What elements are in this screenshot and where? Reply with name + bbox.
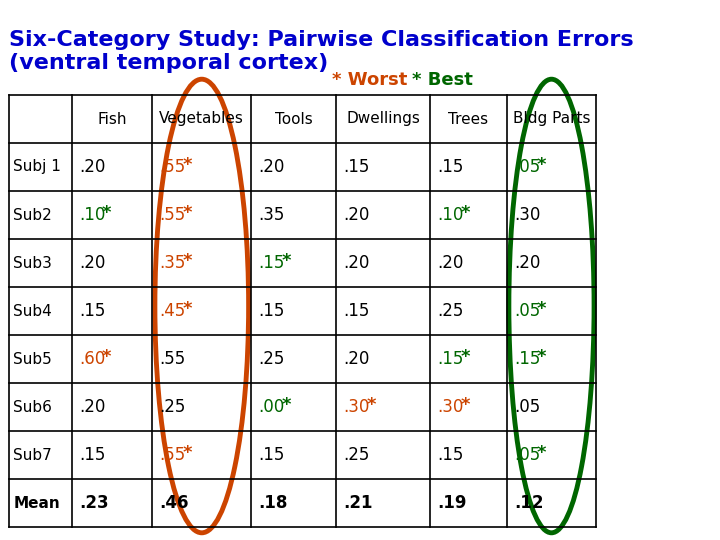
Text: *: * (182, 444, 192, 462)
Text: Bldg Parts: Bldg Parts (513, 111, 590, 126)
Text: *: * (182, 156, 192, 174)
Text: *: * (182, 204, 192, 222)
Text: Subj 1: Subj 1 (14, 159, 61, 174)
Text: Vegetables: Vegetables (159, 111, 244, 126)
Text: *: * (281, 252, 291, 270)
Text: .19: .19 (438, 494, 467, 512)
Text: .30: .30 (514, 206, 540, 224)
Text: .20: .20 (79, 398, 105, 416)
Text: *: * (461, 348, 470, 366)
Text: .35: .35 (258, 206, 284, 224)
Text: .25: .25 (438, 302, 464, 320)
Text: .15: .15 (438, 158, 464, 176)
Text: Six-Category Study: Pairwise Classification Errors
(ventral temporal cortex): Six-Category Study: Pairwise Classificat… (9, 30, 634, 73)
Text: .55: .55 (160, 158, 186, 176)
Text: .18: .18 (258, 494, 287, 512)
Text: .20: .20 (343, 206, 370, 224)
Text: .12: .12 (514, 494, 544, 512)
Text: .15: .15 (258, 302, 284, 320)
Text: Sub2: Sub2 (14, 207, 53, 222)
Text: .05: .05 (514, 302, 540, 320)
Text: .15: .15 (79, 302, 105, 320)
Text: .20: .20 (79, 254, 105, 272)
Text: .20: .20 (514, 254, 540, 272)
Text: .10: .10 (438, 206, 464, 224)
Text: .20: .20 (438, 254, 464, 272)
Text: .05: .05 (514, 158, 540, 176)
Text: .15: .15 (438, 350, 464, 368)
Text: *: * (536, 300, 546, 318)
Text: .23: .23 (79, 494, 109, 512)
Text: .05: .05 (514, 446, 540, 464)
Text: .10: .10 (79, 206, 105, 224)
Text: * Worst: * Worst (332, 71, 407, 89)
Text: Trees: Trees (449, 111, 489, 126)
Text: .25: .25 (258, 350, 284, 368)
Text: .35: .35 (160, 254, 186, 272)
Text: .20: .20 (343, 254, 370, 272)
Text: .15: .15 (343, 302, 370, 320)
Text: .00: .00 (258, 398, 284, 416)
Text: .15: .15 (258, 446, 284, 464)
Text: Dwellings: Dwellings (346, 111, 420, 126)
Text: .15: .15 (343, 158, 370, 176)
Text: .20: .20 (343, 350, 370, 368)
Text: Mean: Mean (14, 496, 60, 510)
Text: .46: .46 (160, 494, 189, 512)
Text: .30: .30 (438, 398, 464, 416)
Text: * Best: * Best (413, 71, 473, 89)
Text: *: * (182, 252, 192, 270)
Text: .25: .25 (160, 398, 186, 416)
Text: *: * (102, 348, 112, 366)
Text: *: * (536, 156, 546, 174)
Text: .20: .20 (258, 158, 284, 176)
Text: Sub6: Sub6 (14, 400, 53, 415)
Text: .21: .21 (343, 494, 373, 512)
Text: *: * (536, 348, 546, 366)
Text: .05: .05 (514, 398, 540, 416)
Text: *: * (461, 204, 470, 222)
Text: .15: .15 (258, 254, 284, 272)
Text: .25: .25 (343, 446, 370, 464)
Text: Sub5: Sub5 (14, 352, 53, 367)
Text: *: * (102, 204, 112, 222)
Text: *: * (281, 396, 291, 414)
Text: .15: .15 (79, 446, 105, 464)
Text: *: * (182, 300, 192, 318)
Text: .30: .30 (343, 398, 370, 416)
Text: .15: .15 (438, 446, 464, 464)
Text: *: * (366, 396, 376, 414)
Text: Fish: Fish (97, 111, 127, 126)
Text: Sub3: Sub3 (14, 255, 53, 271)
Text: .55: .55 (160, 446, 186, 464)
Text: Sub4: Sub4 (14, 303, 53, 319)
Text: .60: .60 (79, 350, 105, 368)
Text: .55: .55 (160, 206, 186, 224)
Text: .20: .20 (79, 158, 105, 176)
Text: .55: .55 (160, 350, 186, 368)
Text: *: * (536, 444, 546, 462)
Text: .15: .15 (514, 350, 540, 368)
Text: Tools: Tools (275, 111, 312, 126)
Text: *: * (461, 396, 470, 414)
Text: .45: .45 (160, 302, 186, 320)
Text: Sub7: Sub7 (14, 448, 53, 462)
